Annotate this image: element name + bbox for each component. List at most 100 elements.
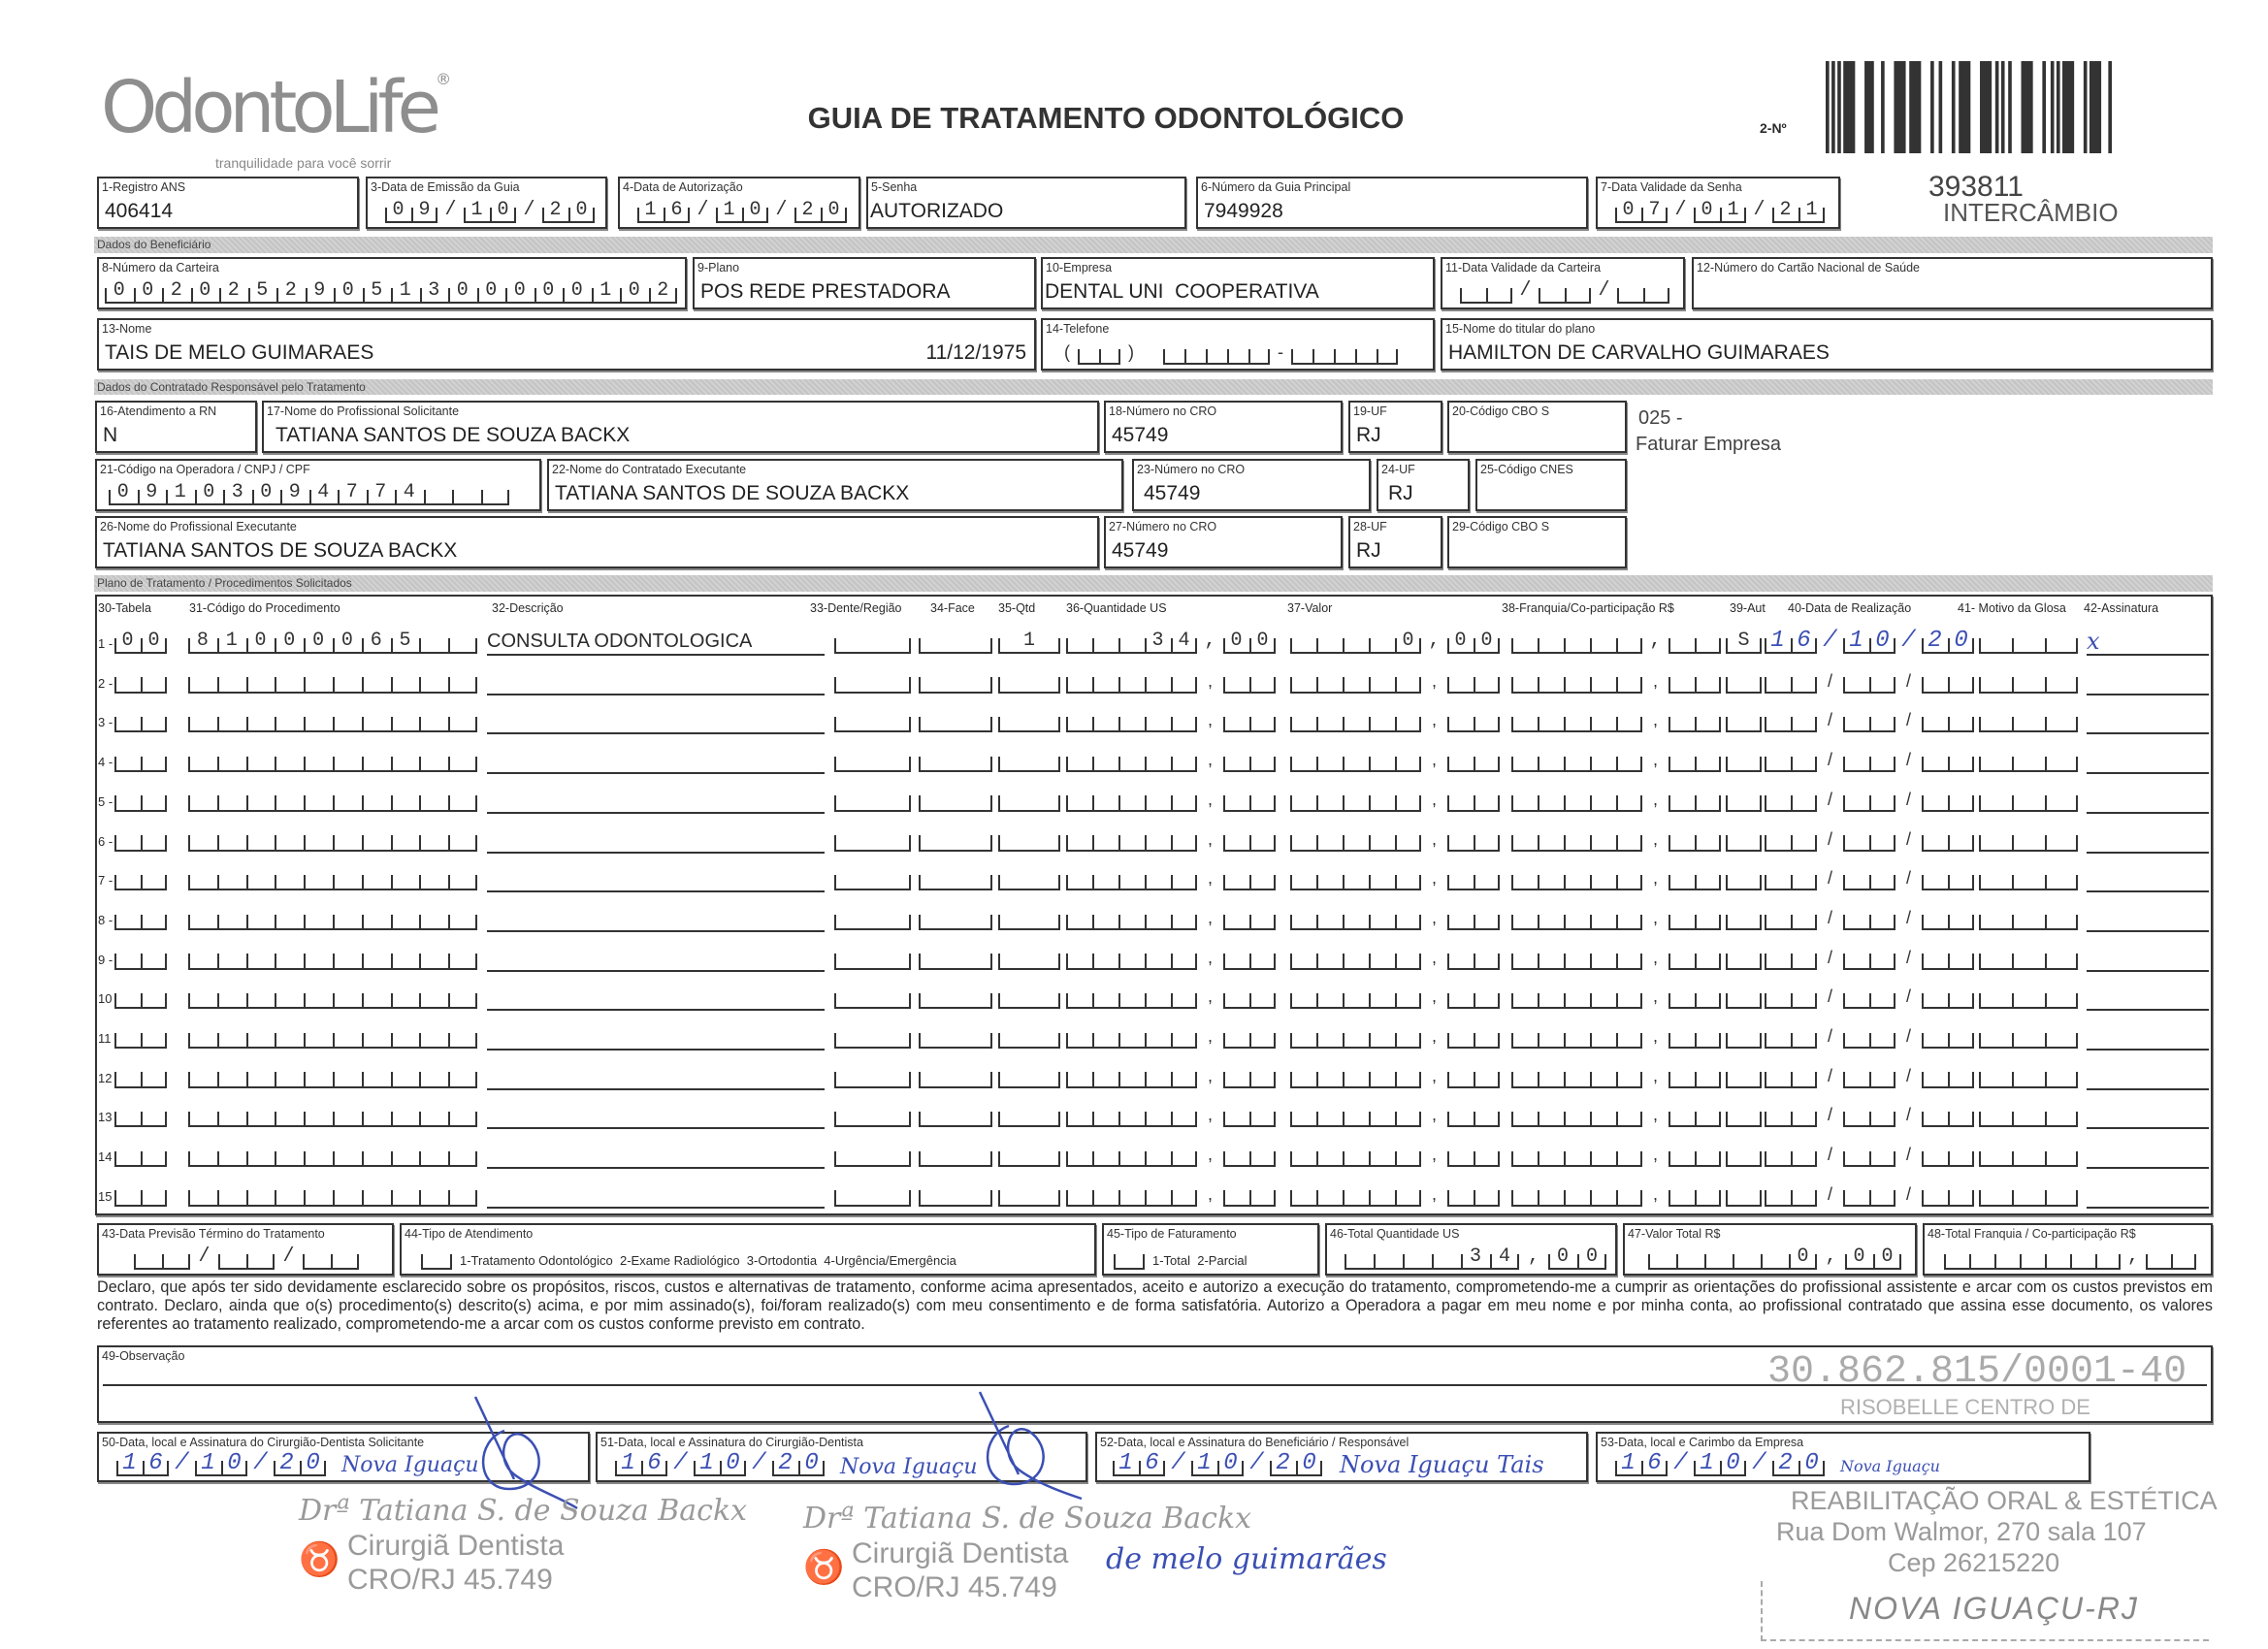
cell-face[interactable] — [919, 905, 992, 930]
field-uf-solicitante[interactable]: 19-UF RJ — [1348, 401, 1442, 453]
field-total-us[interactable]: 46-Total Quantidade US 34,00 — [1325, 1223, 1617, 1276]
field-contratado-executante[interactable]: 22-Nome do Contratado Executante TATIANA … — [547, 459, 1123, 511]
cell-aut[interactable] — [1726, 905, 1762, 930]
cell-valor[interactable]: , — [1290, 1023, 1500, 1049]
cell-codigo[interactable] — [188, 707, 477, 733]
cell-aut[interactable] — [1726, 1102, 1762, 1128]
cell-aut[interactable] — [1726, 1181, 1762, 1207]
cell-franquia[interactable]: , — [1511, 826, 1721, 852]
field-data-emissao[interactable]: 3-Data de Emissão da Guia 09/10/20 — [366, 177, 607, 229]
cell-descricao[interactable] — [487, 787, 825, 814]
field-senha[interactable]: 5-Senha AUTORIZADO — [866, 177, 1186, 229]
cell-qtd[interactable] — [998, 1063, 1060, 1088]
cell-dente[interactable] — [834, 747, 911, 773]
cell-us[interactable]: , — [1066, 905, 1276, 930]
cell-franquia[interactable]: , — [1511, 1181, 1721, 1207]
cell-codigo[interactable] — [188, 1023, 477, 1049]
cell-valor[interactable]: , — [1290, 668, 1500, 694]
field-registro-ans[interactable]: 1-Registro ANS 406414 — [97, 177, 359, 229]
cell-valor[interactable]: , — [1290, 707, 1500, 733]
field-empresa[interactable]: 10-Empresa DENTAL UNI COOPERATIVA — [1041, 257, 1435, 309]
cell-assinatura[interactable] — [2087, 1023, 2209, 1051]
cell-face[interactable] — [919, 1023, 992, 1049]
cell-us[interactable]: , — [1066, 826, 1276, 852]
cell-franquia[interactable]: , — [1511, 787, 1721, 812]
field-assinatura-beneficiario[interactable]: 52-Data, local e Assinatura do Beneficiá… — [1095, 1432, 1588, 1482]
cell-dente[interactable] — [834, 629, 911, 654]
field-cartao-nacional-saude[interactable]: 12-Número do Cartão Nacional de Saúde — [1692, 257, 2213, 309]
cell-assinatura[interactable] — [2087, 905, 2209, 932]
cell-dente[interactable] — [834, 1142, 911, 1168]
cell-valor[interactable]: , — [1290, 905, 1500, 930]
cell-valor[interactable]: , — [1290, 984, 1500, 1010]
cell-descricao[interactable] — [487, 826, 825, 854]
cell-franquia[interactable]: , — [1511, 905, 1721, 930]
cell-glosa[interactable] — [1979, 747, 2078, 773]
cell-assinatura[interactable] — [2087, 668, 2209, 695]
cell-dente[interactable] — [834, 707, 911, 733]
cell-dente[interactable] — [834, 984, 911, 1010]
cell-dente[interactable] — [834, 945, 911, 970]
cell-face[interactable] — [919, 945, 992, 970]
cell-qtd[interactable] — [998, 1181, 1060, 1207]
cell-glosa[interactable] — [1979, 945, 2078, 970]
field-nome[interactable]: 13-Nome TAIS DE MELO GUIMARAES 11/12/1975 — [97, 318, 1036, 371]
cell-descricao[interactable] — [487, 1102, 825, 1130]
cell-franquia[interactable]: , — [1511, 1063, 1721, 1088]
cell-descricao[interactable] — [487, 1023, 825, 1051]
cell-us[interactable]: , — [1066, 984, 1276, 1010]
cell-glosa[interactable] — [1979, 1023, 2078, 1049]
field-validade-carteira[interactable]: 11-Data Validade da Carteira // — [1441, 257, 1685, 309]
cell-data[interactable]: / / — [1765, 668, 1974, 694]
field-profissional-solicitante[interactable]: 17-Nome do Profissional Solicitante TATIA… — [262, 401, 1099, 453]
cell-assinatura[interactable] — [2087, 1063, 2209, 1090]
field-total-franquia[interactable]: 48-Total Franquia / Co-participação R$, — [1923, 1223, 2213, 1276]
cell-glosa[interactable] — [1979, 1181, 2078, 1207]
field-cro-contratado[interactable]: 23-Número no CRO 45749 — [1132, 459, 1371, 511]
cell-qtd[interactable] — [998, 747, 1060, 773]
cell-dente[interactable] — [834, 905, 911, 930]
cell-qtd[interactable] — [998, 945, 1060, 970]
field-cro-executante[interactable]: 27-Número no CRO 45749 — [1104, 516, 1343, 568]
cell-aut[interactable] — [1726, 668, 1762, 694]
cell-glosa[interactable] — [1979, 1063, 2078, 1088]
cell-dente[interactable] — [834, 865, 911, 891]
cell-aut[interactable] — [1726, 1142, 1762, 1168]
cell-aut[interactable] — [1726, 707, 1762, 733]
cell-glosa[interactable] — [1979, 707, 2078, 733]
cell-tabela[interactable] — [114, 668, 167, 694]
cell-descricao[interactable] — [487, 865, 825, 893]
cell-assinatura[interactable] — [2087, 787, 2209, 814]
cell-us[interactable]: 34,00 — [1066, 629, 1276, 654]
field-uf-executante[interactable]: 28-UF RJ — [1348, 516, 1442, 568]
cell-dente[interactable] — [834, 1023, 911, 1049]
cell-franquia[interactable]: , — [1511, 707, 1721, 733]
cell-valor[interactable]: , — [1290, 747, 1500, 773]
cell-tabela[interactable] — [114, 945, 167, 970]
cell-aut[interactable] — [1726, 1063, 1762, 1088]
cell-valor[interactable]: , — [1290, 787, 1500, 812]
field-cbo-solicitante[interactable]: 20-Código CBO S — [1447, 401, 1627, 453]
cell-tabela[interactable] — [114, 787, 167, 812]
cell-data[interactable]: / / — [1765, 1142, 1974, 1168]
cell-franquia[interactable]: , — [1511, 1142, 1721, 1168]
cell-franquia[interactable]: , — [1511, 1023, 1721, 1049]
cell-assinatura[interactable] — [2087, 1142, 2209, 1170]
cell-data[interactable]: 16/10/20 — [1765, 629, 1974, 654]
cell-face[interactable] — [919, 984, 992, 1010]
cell-aut[interactable] — [1726, 984, 1762, 1010]
cell-aut[interactable] — [1726, 1023, 1762, 1049]
field-atendimento-rn[interactable]: 16-Atendimento a RN N — [95, 401, 257, 453]
cell-us[interactable]: , — [1066, 1181, 1276, 1207]
cell-qtd[interactable] — [998, 984, 1060, 1010]
cell-face[interactable] — [919, 1102, 992, 1128]
cell-assinatura[interactable] — [2087, 865, 2209, 893]
field-numero-carteira[interactable]: 8-Número da Carteira 00202529051300000102 — [97, 257, 687, 309]
cell-dente[interactable] — [834, 1063, 911, 1088]
cell-data[interactable]: / / — [1765, 826, 1974, 852]
cell-assinatura[interactable] — [2087, 1102, 2209, 1130]
cell-data[interactable]: / / — [1765, 1023, 1974, 1049]
cell-glosa[interactable] — [1979, 865, 2078, 891]
cell-franquia[interactable]: , — [1511, 945, 1721, 970]
field-profissional-executante[interactable]: 26-Nome do Profissional Executante TATIAN… — [95, 516, 1099, 568]
